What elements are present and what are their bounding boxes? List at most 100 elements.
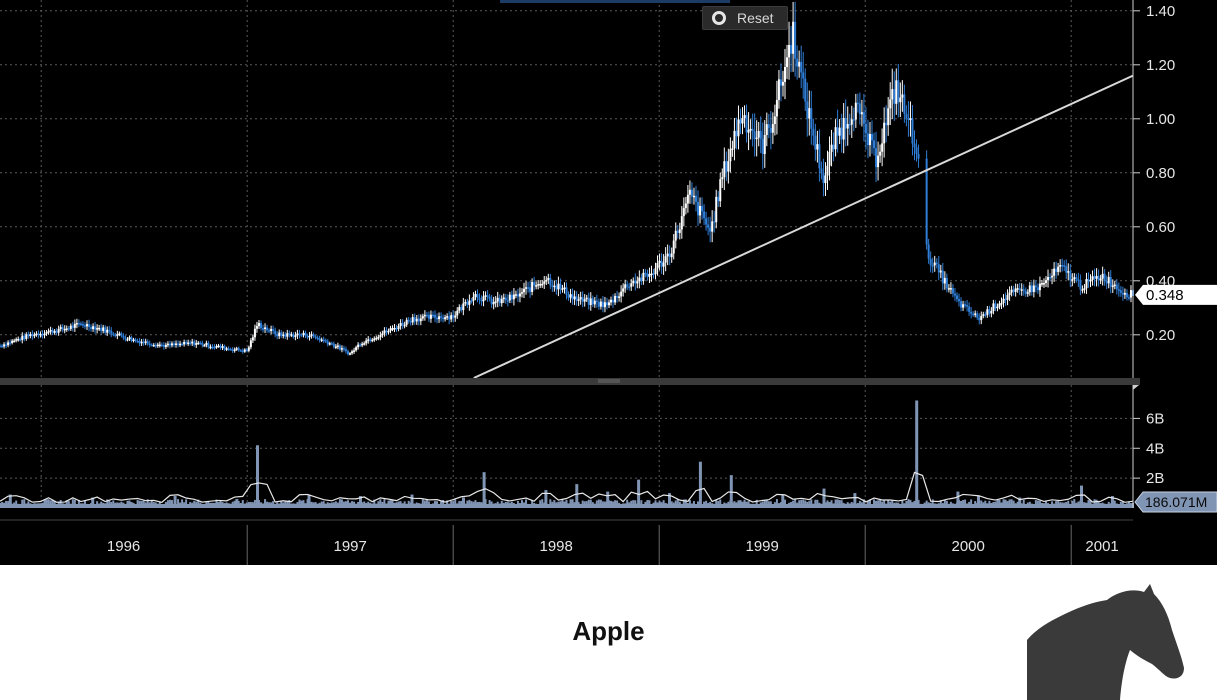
candle-body: [935, 262, 938, 265]
candle-body: [480, 299, 483, 302]
candle-body: [901, 94, 904, 98]
candle-body: [209, 346, 212, 349]
candle-body: [982, 314, 985, 316]
candle-body: [810, 108, 813, 129]
candle-body: [195, 343, 198, 345]
year-label: 2000: [952, 538, 985, 555]
volume-bar: [525, 499, 528, 508]
candle-body: [838, 127, 841, 136]
candle-body: [755, 137, 758, 140]
candle-body: [296, 333, 299, 336]
candle-body: [166, 343, 169, 346]
candle-body: [381, 333, 384, 336]
candle-body: [966, 305, 969, 307]
candle-body: [1051, 275, 1054, 278]
candle-body: [241, 350, 244, 353]
candle-body: [1063, 265, 1066, 267]
candle-body: [488, 296, 491, 299]
volume-bar: [836, 499, 839, 508]
candle-body: [53, 330, 56, 333]
candle-body: [933, 262, 936, 266]
candle-body: [531, 282, 534, 292]
candle-body: [310, 334, 313, 336]
volume-bar: [71, 499, 74, 508]
candle-body: [276, 334, 279, 337]
candle-body: [274, 330, 277, 335]
candle-body: [1095, 275, 1098, 279]
candle-body: [199, 342, 202, 345]
candle-body: [1101, 273, 1104, 279]
candle-body: [852, 119, 855, 121]
volume-bar: [931, 499, 934, 508]
volume-bar: [879, 499, 882, 508]
candle-body: [1111, 285, 1114, 288]
candle-body: [883, 122, 886, 144]
volume-spike: [307, 494, 311, 508]
volume-bar: [802, 499, 805, 508]
candle-body: [846, 123, 849, 129]
candle-body: [306, 336, 309, 338]
candle-body: [737, 119, 740, 137]
volume-bar: [1010, 499, 1013, 508]
volume-spike: [256, 445, 259, 508]
candle-body: [318, 338, 321, 341]
candle-body: [915, 147, 918, 154]
volume-spike: [606, 491, 610, 508]
candle-body: [207, 342, 210, 347]
candle-body: [561, 288, 564, 290]
price-tick-label: 1.00: [1146, 111, 1175, 128]
volume-bar: [755, 499, 758, 508]
price-tick-label: 0.20: [1146, 327, 1175, 344]
chart-canvas: 0.200.400.600.801.001.201.400.348 2B4B6B…: [0, 0, 1217, 565]
candle-body: [516, 294, 519, 297]
candle-body: [599, 301, 602, 307]
candle-body: [834, 127, 837, 150]
candle-body: [638, 277, 641, 282]
candle-body: [1067, 271, 1070, 273]
candle-body: [765, 124, 768, 136]
candle-body: [929, 258, 932, 266]
candle-body: [417, 318, 420, 322]
candle-body: [840, 127, 843, 140]
candle-body: [90, 327, 93, 330]
candle-body: [1125, 292, 1128, 298]
volume-bar: [21, 499, 24, 508]
candle-body: [792, 21, 795, 54]
candle-body: [189, 342, 192, 345]
candle-body: [134, 339, 137, 342]
candle-body: [320, 339, 323, 341]
candle-body: [361, 343, 364, 346]
volume-bar: [264, 499, 267, 508]
volume-bar: [970, 499, 973, 508]
candle-body: [970, 311, 973, 314]
candle-body: [733, 130, 736, 149]
candle-body: [605, 302, 608, 306]
candle-body: [1032, 285, 1035, 292]
candle-body: [723, 161, 726, 178]
candle-body: [338, 345, 341, 350]
candle-body: [897, 80, 900, 103]
candle-body: [545, 279, 548, 282]
candle-body: [858, 103, 861, 115]
reset-button[interactable]: Reset: [702, 6, 788, 30]
candle-body: [541, 283, 544, 286]
candle-body: [172, 343, 175, 345]
candle-body: [128, 337, 131, 340]
candle-body: [543, 281, 546, 284]
candle-body: [9, 342, 12, 344]
candle-body: [340, 348, 343, 350]
candle-body: [887, 108, 890, 126]
candle-body: [699, 205, 702, 216]
candle-body: [1026, 292, 1029, 294]
price-axis: 0.200.400.600.801.001.201.400.348: [1132, 0, 1217, 378]
candle-body: [298, 333, 301, 336]
candle-body: [136, 340, 139, 343]
candle-body: [794, 21, 797, 59]
candle-body: [984, 314, 987, 316]
candle-body: [7, 342, 10, 346]
volume-axis: 2B 4B 6B 186.071M: [1132, 385, 1217, 513]
candle-body: [652, 273, 655, 275]
candle-body: [1020, 289, 1023, 291]
candle-body: [436, 317, 439, 320]
volume-bar: [561, 499, 564, 508]
